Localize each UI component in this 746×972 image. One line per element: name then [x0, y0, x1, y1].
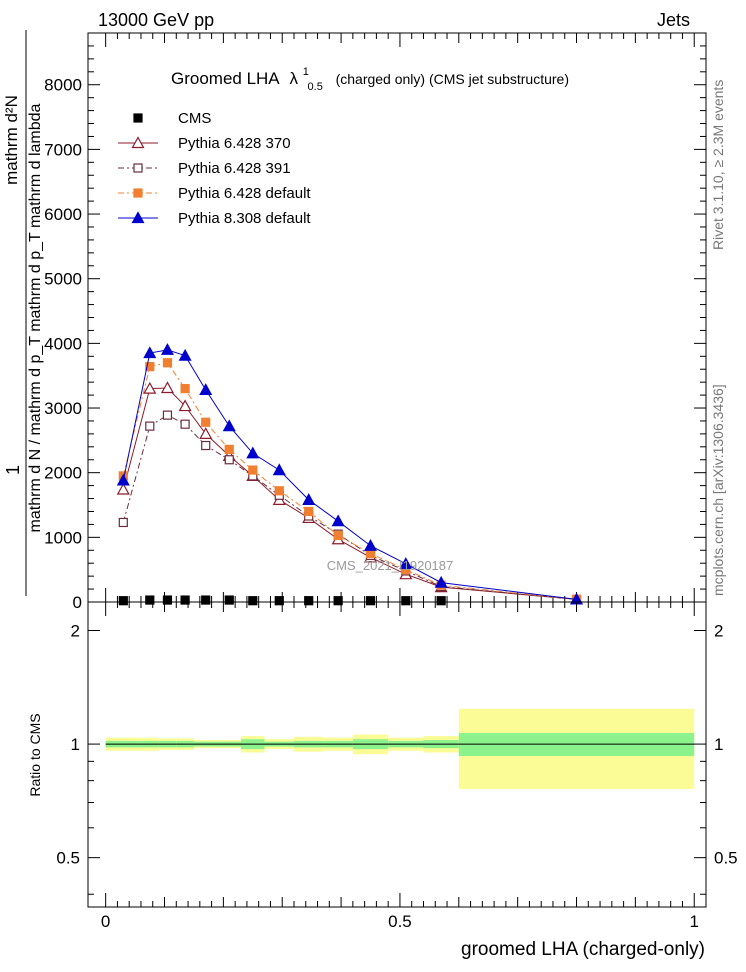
data-point	[162, 358, 173, 368]
series-line	[122, 414, 577, 600]
rivet-label: Rivet 3.1.10, ≥ 2.3M events	[710, 80, 726, 250]
y-tick-label: 5000	[44, 270, 82, 289]
legend-marker	[131, 136, 145, 149]
data-point	[272, 463, 286, 476]
data-point	[178, 399, 192, 412]
data-point	[199, 383, 213, 396]
data-point	[201, 440, 211, 451]
chart-title-main: Groomed LHA	[171, 69, 280, 88]
data-point	[222, 419, 236, 432]
main-plot: 0 1000 2000 3000 4000 5000 6000 7000 8000 CMS Pyth…	[44, 32, 707, 612]
data-point	[180, 384, 190, 394]
data-point	[116, 482, 130, 495]
series-3	[118, 358, 582, 605]
legend-entry: Pythia 6.428 default	[178, 185, 311, 202]
data-point	[162, 410, 173, 420]
data-point	[143, 346, 157, 359]
ratio-y-tick-label: 2	[71, 622, 80, 641]
series-0	[118, 595, 446, 606]
series-4	[116, 343, 584, 605]
ratio-y-tick-label: 0.5	[56, 849, 80, 868]
legend-entry: Pythia 8.308 default	[178, 210, 311, 227]
data-point	[304, 596, 314, 606]
data-point	[401, 596, 411, 606]
chart-title-sup: 1	[303, 66, 309, 78]
data-point	[248, 596, 258, 606]
data-point	[201, 417, 211, 427]
data-point	[274, 486, 284, 496]
header-energy: 13000 GeV pp	[98, 10, 214, 30]
y-tick-label: 3000	[44, 399, 82, 418]
data-point	[118, 596, 128, 606]
data-point	[224, 455, 234, 465]
data-point	[160, 343, 174, 355]
watermark: CMS_2021_I1920187	[327, 558, 454, 573]
data-point	[363, 539, 378, 551]
x-tick-label: 0	[101, 912, 110, 931]
ratio-plot: 0 0.5 1 0.5 0.5 1 1 2 2	[56, 601, 738, 931]
chart-title-sub: 0.5	[308, 81, 323, 93]
legend-marker	[133, 113, 143, 123]
legend-marker	[133, 188, 143, 198]
y-tick-label: 2000	[44, 464, 82, 483]
y-tick-label: 1000	[44, 528, 82, 547]
chart-title-rest: (charged only) (CMS jet substructure)	[336, 71, 569, 87]
series-2	[118, 410, 582, 605]
data-point	[180, 419, 190, 429]
legend-entry: CMS	[178, 110, 211, 127]
y-tick-label: 7000	[44, 140, 82, 159]
data-point	[160, 381, 174, 394]
data-point	[162, 595, 173, 605]
data-point	[145, 595, 155, 605]
data-point	[116, 473, 130, 486]
y-tick-label: 4000	[44, 334, 82, 353]
data-point	[224, 595, 234, 605]
data-point	[180, 595, 190, 605]
y-tick-label: 6000	[44, 205, 82, 224]
data-point	[224, 444, 234, 455]
data-point	[399, 557, 413, 569]
data-point	[365, 596, 376, 606]
data-point	[304, 506, 314, 517]
ratio-y-tick-label-right: 0.5	[714, 849, 738, 868]
data-point	[118, 517, 128, 528]
y-tick-label: 8000	[44, 76, 82, 95]
y-tick-label: 0	[73, 593, 82, 612]
header-process: Jets	[657, 10, 690, 30]
chart-title: Groomed LHA λ 1 0.5 (charged only) (CMS …	[171, 60, 569, 94]
x-axis-label: groomed LHA (charged-only)	[461, 939, 705, 960]
data-point	[302, 493, 316, 505]
y-axis-label-denominator: mathrm d N / mathrm d p_T mathrm d p_T m…	[27, 103, 44, 532]
data-point	[333, 530, 343, 541]
data-point	[274, 596, 284, 606]
data-point	[331, 514, 345, 527]
y-axis-label-prefix: 1	[3, 465, 23, 475]
data-point	[145, 362, 155, 372]
data-point	[145, 421, 155, 431]
data-point	[199, 427, 213, 439]
data-point	[333, 596, 343, 606]
chart-title-lambda: λ	[289, 69, 298, 88]
ratio-y-tick-label-right: 2	[714, 622, 723, 641]
legend-marker	[131, 211, 145, 224]
data-point	[246, 446, 260, 459]
data-point	[436, 596, 446, 606]
legend-entry: Pythia 6.428 391	[178, 160, 291, 177]
legend-marker	[133, 163, 143, 173]
legend-entry: Pythia 6.428 370	[178, 135, 291, 152]
ratio-y-tick-label: 1	[71, 735, 80, 754]
data-point	[178, 348, 192, 361]
ratio-y-tick-label-right: 1	[714, 735, 723, 754]
x-tick-label: 0.5	[388, 912, 412, 931]
ratio-y-axis-label: Ratio to CMS	[27, 713, 43, 796]
y-axis-label-numerator: mathrm d²N	[2, 95, 21, 185]
x-tick-label: 1	[689, 912, 698, 931]
data-point	[143, 381, 157, 394]
mcplots-label: mcplots.cern.ch [arXiv:1306.3436]	[710, 384, 726, 596]
data-point	[434, 575, 448, 588]
data-point	[201, 595, 211, 605]
ratio-frame	[87, 601, 707, 908]
data-point	[248, 465, 258, 475]
